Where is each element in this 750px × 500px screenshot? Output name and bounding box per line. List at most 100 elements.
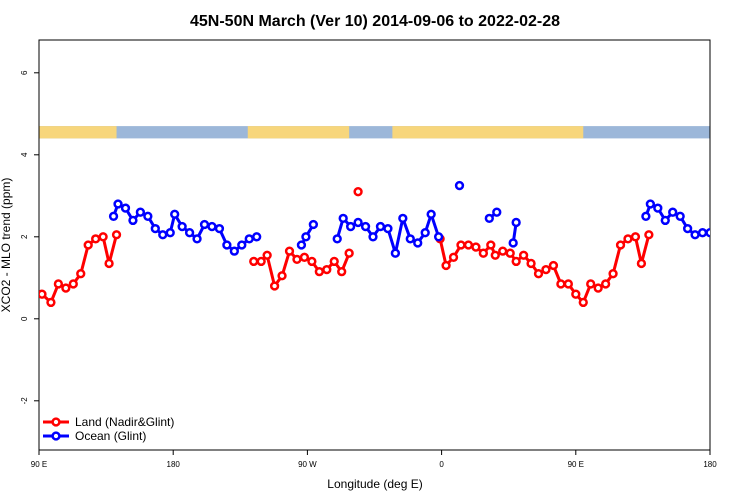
series-land-point	[91, 234, 101, 244]
series-land-point	[586, 279, 596, 289]
series-land-point	[644, 230, 654, 240]
series-ocean-point	[229, 246, 239, 256]
legend: Land (Nadir&Glint)Ocean (Glint)	[43, 415, 174, 443]
series-land	[39, 187, 654, 308]
series-ocean-point	[368, 232, 378, 242]
series-land-point	[307, 256, 317, 267]
series-ocean-point	[252, 232, 262, 242]
series-land-point	[329, 256, 339, 267]
x-tick-label: 180	[167, 460, 181, 469]
series-land-point	[353, 187, 363, 197]
series-land-point	[505, 248, 515, 258]
series-land-point	[456, 240, 466, 250]
series-ocean-point	[454, 180, 465, 191]
series-ocean-point	[492, 207, 502, 217]
y-tick-label: 6	[20, 70, 29, 75]
x-axis: 90 E 180 90 W 0 90 E 180	[31, 450, 717, 469]
x-tick-label: 90 W	[298, 460, 317, 469]
series-land-point	[53, 279, 64, 289]
series-ocean-point	[682, 223, 693, 234]
series-ocean-point	[120, 203, 131, 213]
series-ocean-point	[360, 221, 371, 232]
y-axis: -2 0 2 4 6	[20, 70, 39, 404]
series-land-point	[571, 289, 581, 299]
series-land-point	[533, 269, 544, 279]
x-tick-label: 90 E	[568, 460, 584, 469]
series-ocean-point	[508, 238, 518, 248]
series-ocean-point	[668, 207, 678, 217]
series-ocean-point	[353, 217, 363, 228]
series-land-point	[636, 258, 647, 269]
series-ocean-point	[338, 213, 348, 224]
legend-ocean-marker	[51, 431, 61, 441]
series-ocean	[108, 180, 710, 258]
series-ocean-point	[332, 234, 342, 244]
series-land-point	[98, 232, 108, 242]
map-strip-land	[738, 126, 750, 138]
series-land-point	[284, 246, 295, 256]
series-ocean-point	[660, 215, 670, 226]
series-land-point	[83, 240, 93, 250]
series-ocean-point	[207, 221, 217, 232]
series-land-point	[600, 279, 611, 289]
series-land-point	[448, 252, 459, 262]
series-ocean-point	[390, 248, 401, 258]
legend-land-label: Land (Nadir&Glint)	[75, 415, 174, 429]
series-ocean-point	[170, 209, 180, 219]
series-ocean-point	[690, 230, 700, 240]
legend-ocean-label: Ocean (Glint)	[75, 429, 146, 443]
series-ocean-point	[214, 223, 225, 234]
series-land-point	[518, 250, 529, 260]
series-ocean-point	[345, 221, 356, 232]
series-ocean-point	[113, 199, 123, 209]
series-land-point	[623, 234, 633, 244]
series-land-point	[548, 260, 559, 271]
series-layer	[39, 180, 710, 308]
series-land-point	[277, 271, 287, 281]
x-tick-label: 180	[703, 460, 717, 469]
y-tick-label: -2	[20, 397, 29, 405]
series-ocean-point	[413, 238, 423, 248]
series-land-line	[40, 234, 118, 304]
series-ocean-point	[165, 228, 175, 238]
series-ocean-point	[675, 211, 685, 221]
x-axis-label: Longitude (deg E)	[327, 477, 422, 491]
series-land-point	[111, 230, 122, 240]
series-land-point	[563, 279, 573, 289]
series-land-point	[478, 248, 489, 258]
series-ocean-point	[199, 219, 210, 230]
map-strip-land	[247, 126, 350, 139]
series-land-point	[46, 297, 56, 308]
series-ocean-point	[405, 234, 415, 244]
series-ocean-point	[383, 223, 393, 234]
series-ocean-point	[426, 209, 436, 219]
series-ocean-point	[296, 240, 307, 250]
map-strip	[39, 126, 750, 139]
series-land-point	[615, 240, 626, 250]
series-ocean-point	[184, 228, 195, 238]
series-ocean-point	[705, 228, 710, 238]
series-land-point	[256, 256, 266, 267]
series-land-point	[68, 279, 78, 289]
series-land-point	[249, 256, 259, 267]
series-land-point	[299, 252, 310, 262]
series-ocean-point	[308, 219, 319, 230]
series-land-point	[262, 250, 272, 260]
map-strip-land	[39, 126, 117, 139]
series-ocean-point	[177, 221, 187, 232]
series-land-point	[441, 260, 451, 271]
series-ocean-point	[484, 213, 494, 224]
series-ocean-point	[398, 213, 408, 224]
series-ocean-point	[128, 215, 138, 226]
x-tick-label: 0	[439, 460, 444, 469]
y-tick-label: 4	[20, 152, 29, 157]
series-land-point	[39, 289, 47, 299]
series-ocean-point	[237, 240, 247, 250]
series-ocean-point	[433, 232, 444, 242]
legend-land-marker	[51, 417, 61, 427]
y-tick-label: 0	[20, 316, 29, 321]
series-ocean-point	[244, 234, 254, 244]
series-land-point	[104, 258, 114, 269]
y-axis-label: XCO2 - MLO trend (ppm)	[0, 178, 13, 313]
series-ocean-point	[697, 228, 708, 238]
